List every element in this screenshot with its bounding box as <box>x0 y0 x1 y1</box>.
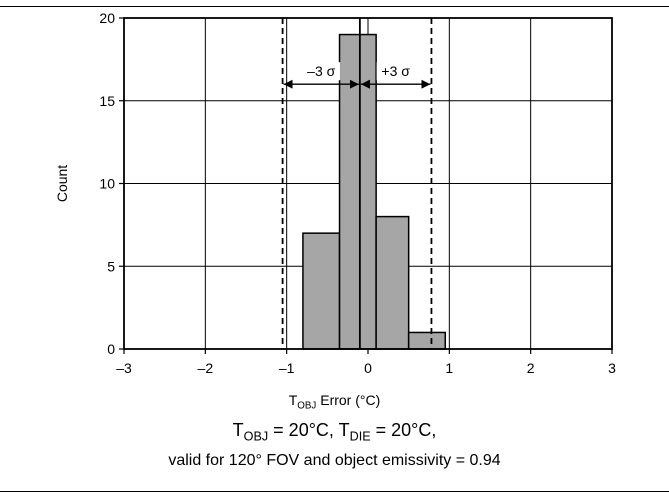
minus-3-sigma-label: –3 σ <box>307 63 335 79</box>
x-axis-label: TOBJ Error (°C) <box>288 392 381 412</box>
minus-3-sigma-label-background <box>302 62 341 81</box>
top-border-line <box>0 6 669 7</box>
y-tick-label: 0 <box>107 341 115 357</box>
caption-validity: valid for 120° FOV and object emissivity… <box>168 452 501 469</box>
caption-conditions: TOBJ = 20°C, TDIE = 20°C, <box>232 420 437 444</box>
x-tick-label: 1 <box>445 360 453 376</box>
sigma-annotations: –3 σ +3 σ <box>283 62 431 89</box>
y-tick-label: 5 <box>107 258 115 274</box>
x-tick-label: 0 <box>364 360 372 376</box>
y-tick-label: 20 <box>99 10 115 26</box>
y-tick-label: 10 <box>99 176 115 192</box>
bottom-border-line <box>0 491 669 492</box>
x-tick-label: 2 <box>527 360 535 376</box>
histogram-bars <box>302 33 447 350</box>
histogram-bar <box>407 331 447 350</box>
histogram-bar <box>375 215 410 350</box>
x-tick-label: 3 <box>608 360 616 376</box>
plus-3-sigma-label-background <box>376 62 415 81</box>
axes: –3 –2 –1 0 1 2 3 0 5 10 15 20 Count <box>54 10 616 376</box>
reference-lines <box>281 18 433 349</box>
histogram-bar <box>338 33 377 350</box>
histogram-bar <box>302 232 341 350</box>
plus-3-sigma-label: +3 σ <box>381 63 410 79</box>
x-tick-label: –1 <box>279 360 295 376</box>
y-tick-label: 15 <box>99 93 115 109</box>
x-tick-label: –2 <box>198 360 214 376</box>
y-axis-label: Count <box>54 165 70 202</box>
x-tick-label: –3 <box>116 360 132 376</box>
